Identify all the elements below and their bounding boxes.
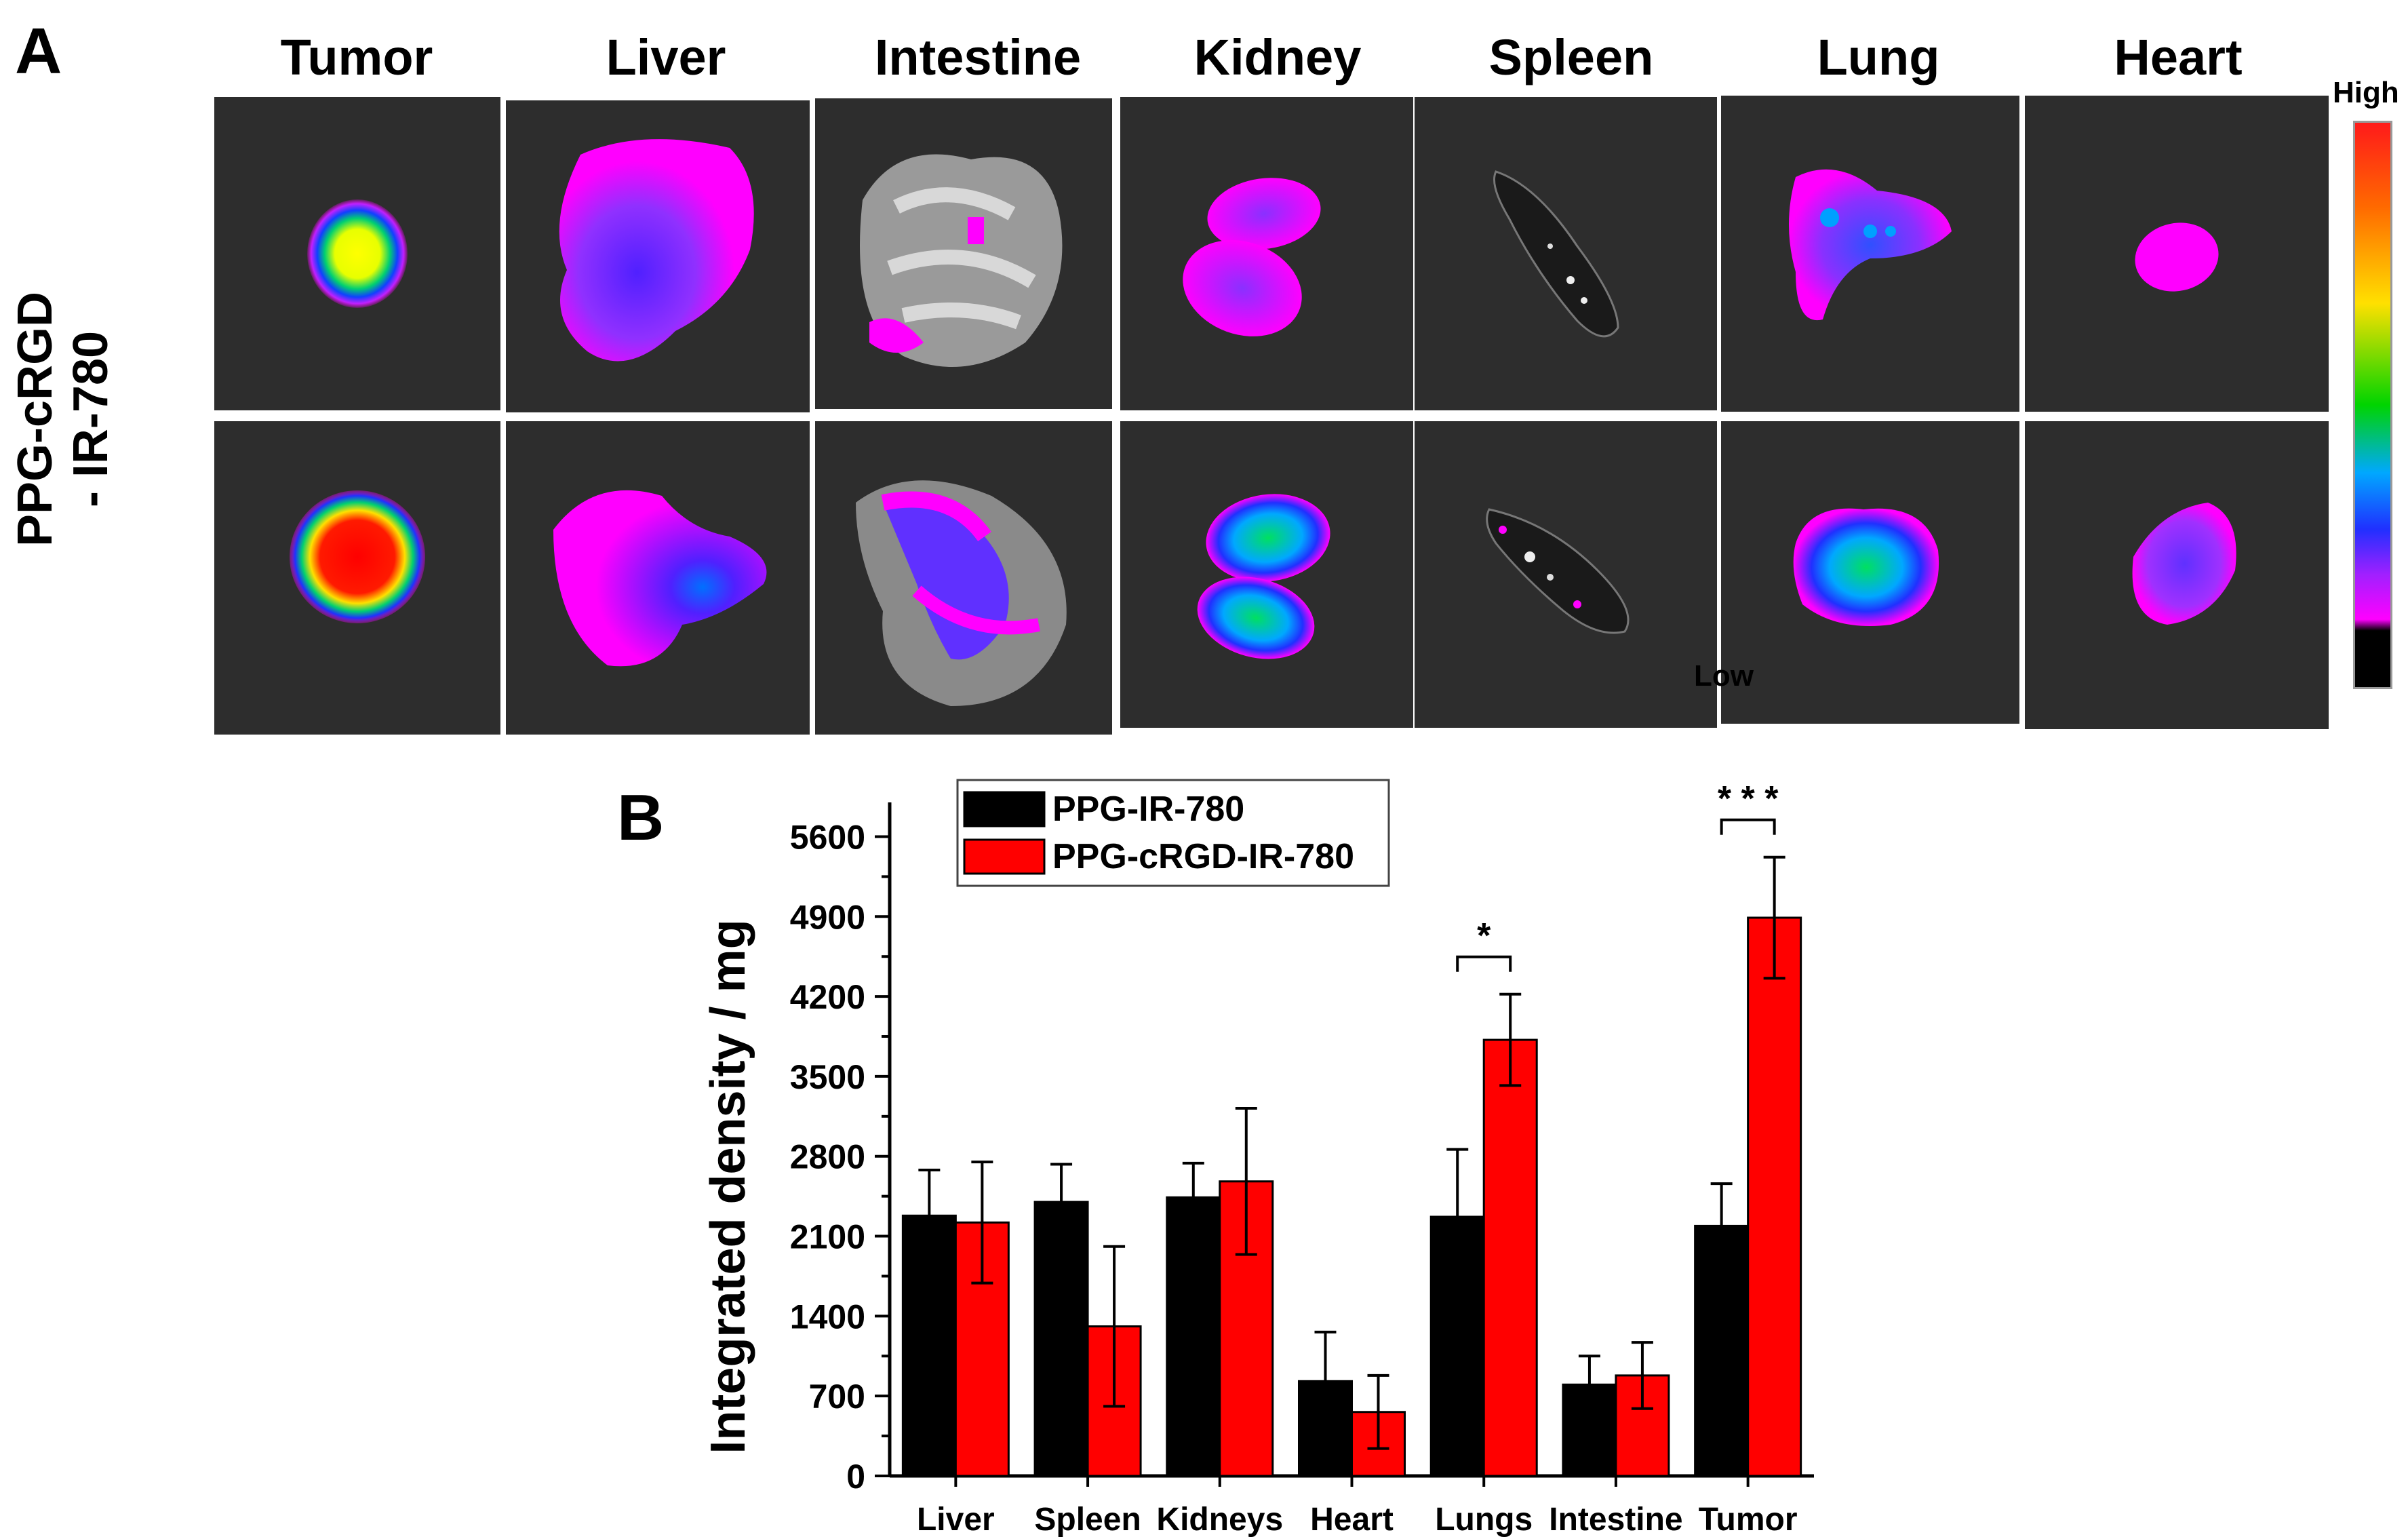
image-heart-row2 (2025, 421, 2329, 729)
panel-b-letter: B (617, 781, 665, 854)
image-liver-row1 (506, 100, 810, 412)
image-spleen-row1 (1415, 97, 1717, 410)
organ-header-spleen: Spleen (1488, 29, 1654, 85)
legend-swatch-0 (963, 791, 1046, 827)
y-tick-label-0: 0 (846, 1458, 865, 1496)
scale-low-label: Low (1694, 659, 1754, 693)
image-kidney-row1 (1120, 97, 1413, 410)
y-tick-label-6: 4200 (790, 978, 865, 1016)
panel-a-letter: A (15, 15, 62, 87)
image-intestine-row1 (815, 98, 1112, 409)
organ-header-lung: Lung (1817, 29, 1940, 85)
fluorescence-scale-bar (2353, 121, 2392, 689)
image-intestine-row2 (815, 421, 1112, 735)
scale-high-label: High (2333, 76, 2399, 109)
bar-lungs-series-1 (1482, 1038, 1538, 1477)
organ-header-tumor: Tumor (280, 29, 433, 85)
x-tick-label-5: Intestine (1549, 1502, 1682, 1538)
y-tick-label-8: 5600 (790, 818, 865, 856)
x-tick-label-2: Kidneys (1156, 1502, 1283, 1538)
x-tick-label-4: Lungs (1435, 1502, 1533, 1538)
y-tick-label-3: 2100 (790, 1218, 865, 1256)
significance-bracket-1 (1720, 818, 1776, 835)
bar-kidneys-series-0 (1166, 1196, 1221, 1477)
organ-header-intestine: Intestine (874, 29, 1082, 85)
image-tumor-row1 (214, 97, 500, 410)
x-tick-label-6: Tumor (1699, 1502, 1798, 1538)
image-liver-row2 (506, 421, 810, 735)
significance-label-0: * (1477, 916, 1491, 956)
organ-header-liver: Liver (606, 29, 726, 85)
y-tick-label-7: 4900 (790, 898, 865, 936)
image-kidney-row2 (1120, 421, 1413, 728)
image-tumor-row2 (214, 421, 500, 735)
significance-label-1: * * * (1718, 779, 1779, 819)
x-tick-label-3: Heart (1310, 1502, 1394, 1538)
image-heart-row1 (2025, 96, 2329, 412)
image-spleen-row2 (1415, 421, 1717, 728)
bar-spleen-series-0 (1033, 1201, 1089, 1477)
bar-tumor-series-1 (1747, 916, 1802, 1477)
organ-header-heart: Heart (2114, 29, 2243, 85)
bar-heart-series-1 (1351, 1411, 1406, 1477)
image-lung-row2 (1721, 421, 2019, 724)
y-tick-label-5: 3500 (790, 1058, 865, 1096)
legend-label-1: PPG-cRGD-IR-780 (1052, 837, 1354, 876)
x-tick-label-0: Liver (917, 1502, 995, 1538)
y-axis-label: Integrated density / mg (701, 919, 755, 1454)
legend-swatch-1 (963, 838, 1046, 875)
y-tick-label-2: 1400 (790, 1298, 865, 1336)
image-lung-row1 (1721, 96, 2019, 412)
significance-bracket-0 (1456, 955, 1512, 972)
y-tick-label-1: 700 (809, 1378, 865, 1416)
organ-header-kidney: Kidney (1193, 29, 1362, 85)
legend-label-0: PPG-IR-780 (1052, 790, 1244, 829)
y-tick-label-4: 2800 (790, 1138, 865, 1176)
x-tick-label-1: Spleen (1034, 1502, 1141, 1538)
